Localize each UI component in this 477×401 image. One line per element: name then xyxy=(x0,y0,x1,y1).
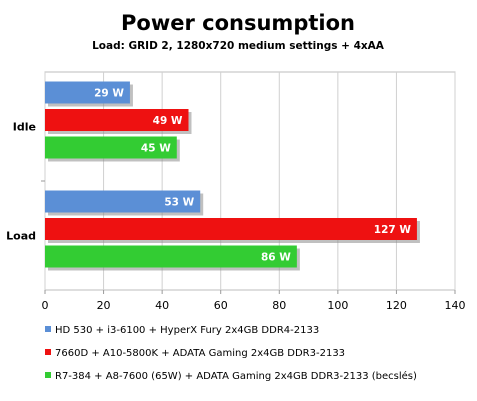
bar xyxy=(45,136,177,159)
bar-value-label: 127 W xyxy=(374,224,412,236)
bar xyxy=(45,109,189,131)
bar-value-label: 45 W xyxy=(141,143,171,155)
legend-label: 7660D + A10-5800K + ADATA Gaming 2x4GB D… xyxy=(55,348,345,359)
x-tick-label: 140 xyxy=(445,299,466,312)
x-tick-label: 80 xyxy=(272,299,286,312)
chart-title: Power consumption xyxy=(121,11,355,35)
x-tick-label: 120 xyxy=(386,299,407,312)
bar-value-label: 29 W xyxy=(94,88,124,100)
category-label: Load xyxy=(6,230,36,243)
bar xyxy=(45,190,201,213)
bar-value-label: 53 W xyxy=(164,197,194,209)
legend: HD 530 + i3-6100 + HyperX Fury 2x4GB DDR… xyxy=(45,325,417,382)
bar xyxy=(45,81,130,104)
legend-label: HD 530 + i3-6100 + HyperX Fury 2x4GB DDR… xyxy=(55,325,319,336)
x-tick-label: 0 xyxy=(42,299,49,312)
x-tick-label: 20 xyxy=(97,299,111,312)
chart-subtitle: Load: GRID 2, 1280x720 medium settings +… xyxy=(92,40,385,52)
x-tick-label: 100 xyxy=(327,299,348,312)
plot-area: 0 20 40 60 80 100 120 140 Idle 29 W 49 W 45 W Load 53… xyxy=(6,71,466,312)
x-tick-label: 60 xyxy=(214,299,228,312)
x-tick-label: 40 xyxy=(155,299,169,312)
legend-swatch xyxy=(45,326,51,332)
bar-value-label: 49 W xyxy=(153,115,183,127)
category-label: Idle xyxy=(13,121,36,134)
bar-value-label: 86 W xyxy=(261,252,291,264)
bar xyxy=(45,218,417,240)
bar xyxy=(45,245,297,268)
legend-swatch xyxy=(45,372,51,378)
legend-label: R7-384 + A8-7600 (65W) + ADATA Gaming 2x… xyxy=(55,370,417,382)
legend-swatch xyxy=(45,349,51,355)
